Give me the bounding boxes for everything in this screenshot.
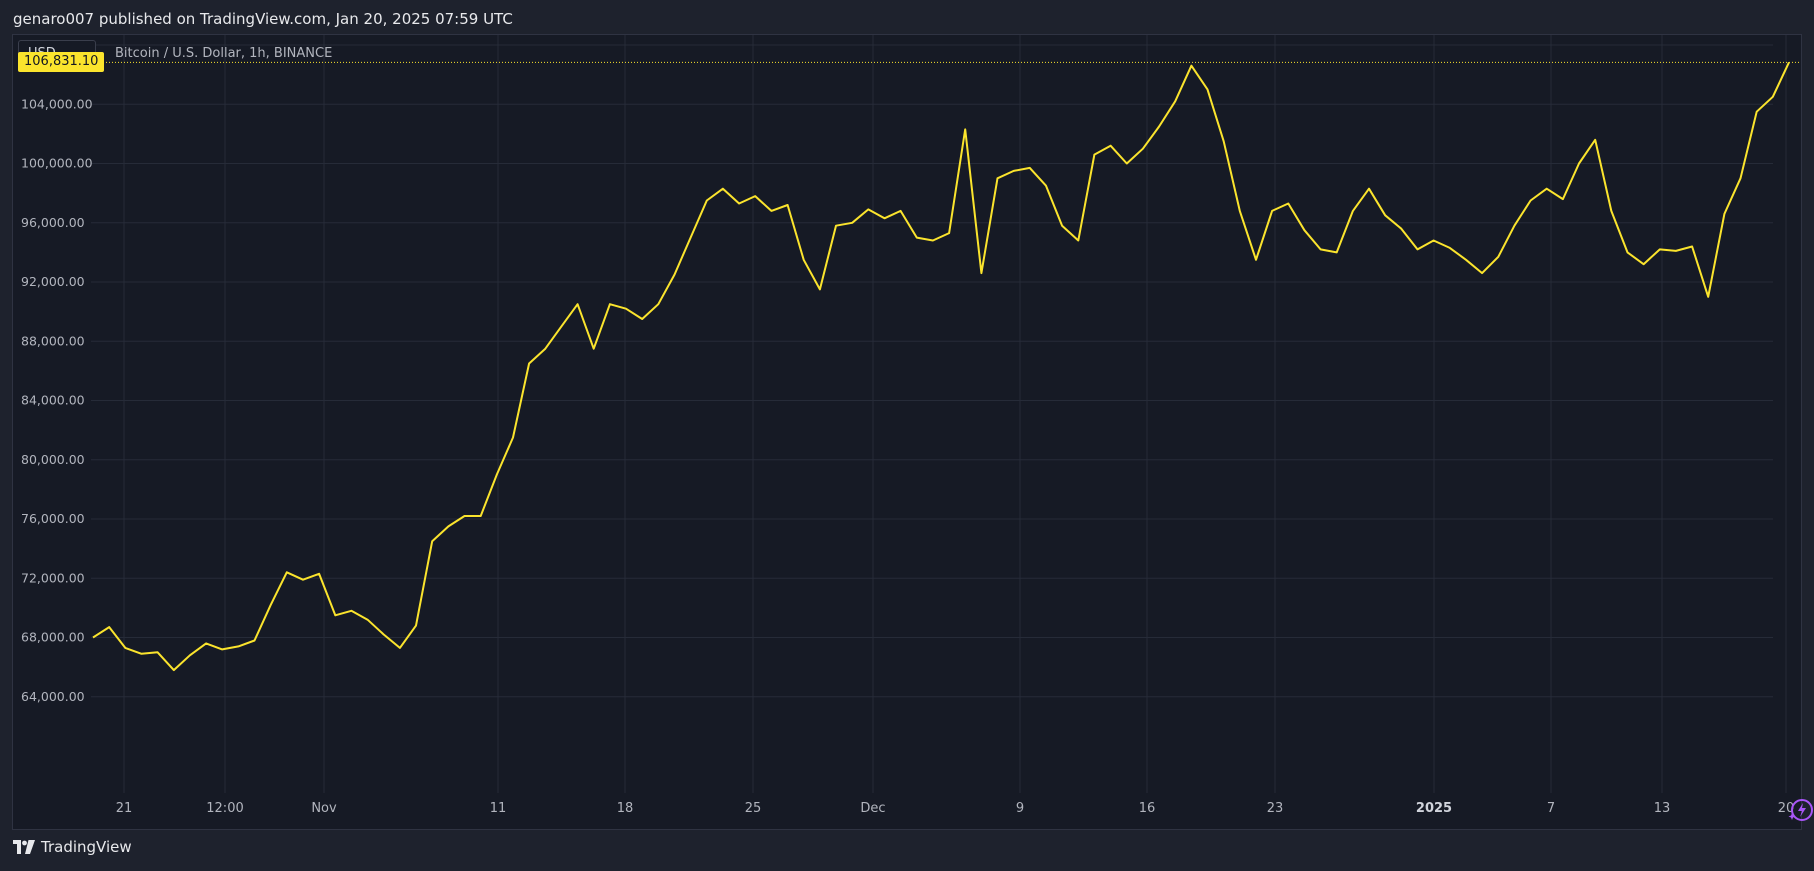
y-tick-label: 68,000.00: [21, 630, 85, 645]
grid-lines: [91, 35, 1787, 793]
x-axis-labels: 21 12:00 Nov 11 18 25 Dec 9 16 23 2025 7 13 20: [116, 801, 1795, 816]
footer-brand-label: TradingView: [41, 838, 132, 856]
x-tick-label: 23: [1267, 801, 1284, 816]
y-tick-label: 76,000.00: [21, 511, 85, 526]
x-tick-label: 25: [745, 801, 762, 816]
last-price-badge: 106,831.10: [18, 52, 105, 73]
x-tick-label: 11: [490, 801, 507, 816]
x-tick-label: 7: [1547, 801, 1555, 816]
sparkle-lightning-icon[interactable]: [1787, 796, 1814, 824]
x-tick-label: 16: [1139, 801, 1156, 816]
y-tick-label: 104,000.00: [21, 96, 93, 111]
price-series-line: [92, 61, 1790, 672]
y-tick-label: 64,000.00: [21, 689, 85, 704]
x-tick-label: 12:00: [206, 801, 243, 816]
y-tick-label: 92,000.00: [21, 274, 85, 289]
x-tick-label: 18: [617, 801, 634, 816]
y-tick-label: 72,000.00: [21, 570, 85, 585]
x-tick-label: 2025: [1416, 801, 1452, 816]
x-tick-label: 13: [1654, 801, 1671, 816]
footer-brand[interactable]: TradingView: [13, 838, 132, 856]
x-tick-label: 9: [1016, 801, 1024, 816]
tradingview-logo-icon: [13, 840, 35, 854]
symbol-title: Bitcoin / U.S. Dollar, 1h, BINANCE: [115, 46, 333, 61]
price-chart[interactable]: 64,000.00 68,000.00 72,000.00 76,000.00 80,0…: [13, 35, 1801, 829]
chart-frame[interactable]: 64,000.00 68,000.00 72,000.00 76,000.00 80,0…: [12, 34, 1813, 830]
publish-info: genaro007 published on TradingView.com, …: [13, 10, 513, 28]
y-tick-label: 100,000.00: [21, 156, 93, 171]
y-axis-labels: 64,000.00 68,000.00 72,000.00 76,000.00 80,0…: [21, 37, 93, 704]
y-tick-label: 80,000.00: [21, 452, 85, 467]
x-tick-label: Nov: [311, 801, 337, 816]
x-tick-label: Dec: [860, 801, 885, 816]
y-tick-label: 88,000.00: [21, 333, 85, 348]
y-tick-label: 84,000.00: [21, 393, 85, 408]
x-tick-label: 21: [116, 801, 133, 816]
y-tick-label: 96,000.00: [21, 215, 85, 230]
x-tick-label: 20: [1778, 801, 1795, 816]
